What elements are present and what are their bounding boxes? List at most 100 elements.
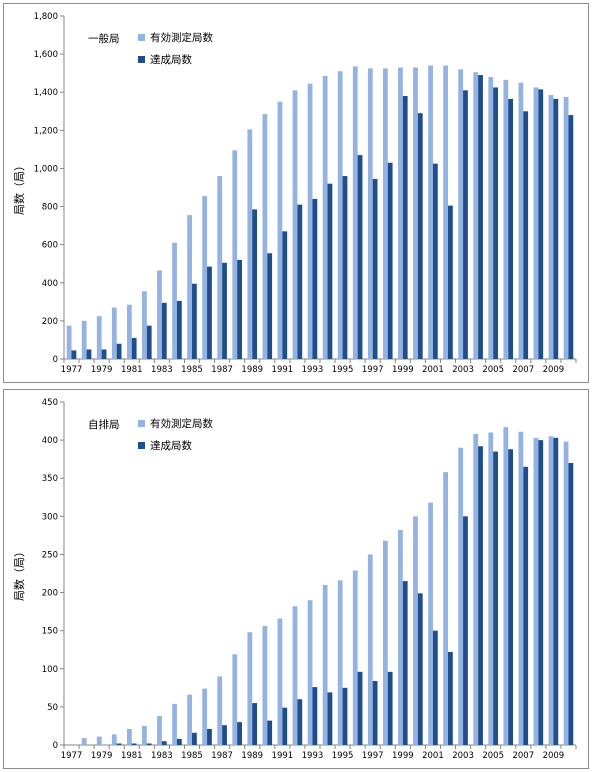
bar-valid-stations [142, 291, 147, 359]
x-tick-label: 2007 [512, 751, 534, 761]
bar-valid-stations [187, 694, 192, 745]
bar-achieved-stations [538, 440, 544, 745]
chart-roadside-svg: 0 50 100 150 200 250 300 350 400 450 1977 1979 1981 1… [13, 398, 577, 761]
x-tick-label: 1985 [181, 751, 203, 761]
bar-valid-stations [157, 716, 162, 745]
bar-valid-stations [111, 734, 117, 745]
bar-valid-stations [126, 304, 132, 359]
bar-valid-stations [277, 101, 283, 359]
bar-achieved-stations [71, 350, 77, 359]
y-tick-label: 450 [42, 398, 58, 408]
bar-valid-stations [443, 472, 448, 745]
bar-valid-stations [202, 196, 208, 359]
bar-valid-stations [66, 325, 72, 359]
bar-achieved-stations [508, 449, 514, 745]
y-tick-label: 350 [42, 474, 58, 484]
y-tick-label: 0 [53, 741, 58, 751]
y-tick-label: 100 [42, 665, 58, 675]
bar-valid-stations [548, 436, 554, 745]
y-tick-label: 0 [53, 355, 58, 365]
y-tick-label: 150 [42, 627, 58, 637]
bar-achieved-stations [553, 98, 559, 360]
bar-valid-stations [548, 95, 554, 359]
bar-achieved-stations [116, 343, 122, 359]
bar-valid-stations [473, 434, 479, 745]
x-tick-label: 1979 [91, 365, 113, 375]
x-tick-label: 1977 [61, 751, 83, 761]
bar-achieved-stations [538, 89, 544, 359]
x-tick-label: 1993 [302, 365, 324, 375]
x-tick-label: 1981 [121, 751, 143, 761]
bar-achieved-stations [568, 462, 574, 745]
x-tick-label: 2005 [482, 751, 504, 761]
bar-valid-stations [533, 437, 539, 745]
bar-achieved-stations [252, 209, 258, 359]
bar-valid-stations [352, 66, 358, 359]
legend-swatch-valid [138, 420, 145, 427]
y-tick-label: 1,400 [34, 88, 58, 98]
bar-achieved-stations [387, 162, 393, 359]
bar-valid-stations [277, 618, 283, 745]
x-tick-label: 1997 [362, 365, 384, 375]
bar-achieved-stations [297, 204, 303, 359]
bar-valid-stations [81, 320, 87, 359]
chart-panel-general: 0 200 400 600 800 1,000 1,200 1,400 1,600 1,800 19… [3, 3, 589, 383]
x-tick-label: 1979 [91, 751, 113, 761]
bar-valid-stations [413, 67, 418, 359]
bar-achieved-stations [372, 680, 378, 745]
bar-achieved-stations [478, 446, 483, 745]
y-tick-label: 600 [42, 241, 58, 251]
x-tick-label: 1977 [61, 365, 83, 375]
bar-valid-stations [503, 427, 509, 745]
bar-achieved-stations [327, 692, 333, 745]
x-tick-label: 2003 [452, 365, 474, 375]
legend-label-valid: 有効測定局数 [150, 417, 213, 430]
bar-achieved-stations [553, 437, 559, 745]
x-tick-label: 1989 [241, 751, 263, 761]
bar-achieved-stations [192, 732, 197, 745]
x-tick-label: 2007 [512, 365, 534, 375]
bar-achieved-stations [161, 302, 167, 359]
x-tick-label: 2003 [452, 751, 474, 761]
x-tick-label: 2009 [543, 751, 565, 761]
chart-panel-roadside: 0 50 100 150 200 250 300 350 400 450 1977 1979 1981 1… [3, 389, 589, 769]
legend-swatch-achieved [138, 56, 145, 63]
bar-valid-stations [262, 114, 268, 359]
bar-valid-stations [382, 540, 388, 745]
bar-valid-stations [187, 215, 192, 359]
bar-achieved-stations [252, 703, 258, 745]
bar-achieved-stations [207, 266, 212, 359]
bar-achieved-stations [342, 176, 348, 359]
bar-achieved-stations [207, 728, 212, 745]
y-axis-label: 局数（局） [13, 546, 26, 601]
bar-achieved-stations [192, 283, 197, 359]
bar-valid-stations [488, 432, 494, 745]
bar-achieved-stations [448, 205, 453, 359]
bar-achieved-stations [417, 113, 423, 359]
bar-achieved-stations [282, 707, 288, 745]
bar-valid-stations [337, 71, 343, 359]
bar-achieved-stations [146, 325, 152, 359]
y-tick-label: 50 [47, 703, 58, 713]
y-tick-label: 400 [42, 279, 58, 289]
bar-valid-stations [428, 65, 433, 360]
bar-achieved-stations [267, 720, 273, 745]
bar-valid-stations [142, 725, 147, 745]
bar-valid-stations [202, 688, 208, 745]
y-tick-label: 800 [42, 203, 58, 213]
bar-valid-stations [111, 307, 117, 359]
x-tick-label: 1997 [362, 751, 384, 761]
bar-valid-stations [292, 606, 298, 745]
bar-valid-stations [518, 431, 524, 745]
bar-valid-stations [217, 676, 223, 745]
y-axis-label: 局数（局） [13, 160, 26, 215]
bar-achieved-stations [116, 743, 122, 745]
bar-achieved-stations [402, 96, 408, 360]
x-tick-label: 1999 [392, 751, 414, 761]
bar-achieved-stations [161, 741, 167, 745]
y-tick-label: 300 [42, 512, 58, 522]
bar-achieved-stations [523, 466, 529, 745]
bar-achieved-stations [312, 198, 318, 359]
bar-achieved-stations [146, 743, 152, 745]
bar-valid-stations [232, 654, 238, 745]
